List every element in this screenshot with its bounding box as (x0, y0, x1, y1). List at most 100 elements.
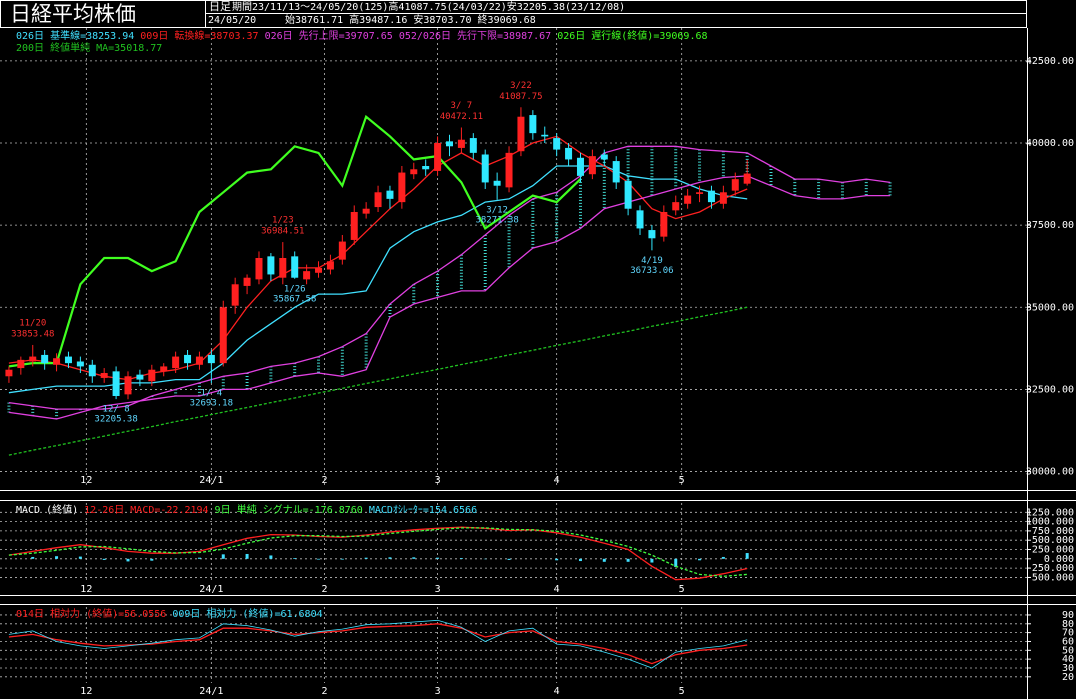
oscillator-bar (55, 556, 59, 559)
candle-body (517, 116, 525, 152)
series-line (8, 165, 748, 394)
annotation-value: 41087.75 (499, 92, 542, 102)
y-tick-label: 30000.00 (1026, 467, 1074, 478)
y-tick-label: 250.000 (1032, 545, 1074, 556)
annotation-value: 35867.58 (273, 294, 316, 304)
annotation-value: 40472.11 (440, 112, 483, 122)
legend-entry: 009日 相対力 (終値)=61.6804 (172, 607, 322, 620)
candle-body (541, 134, 549, 137)
x-tick-label: 2 (321, 686, 327, 697)
candle-body (112, 371, 120, 396)
legend-entry: 12-26日 MACD=-22.2194 (84, 505, 208, 516)
oscillator-bar (317, 558, 321, 560)
legend-entry: 009日 転換線=38703.37 (140, 29, 258, 42)
y-tick-label: 1000.000 (1026, 517, 1074, 528)
oscillator-bar (698, 558, 702, 561)
y-tick-label: 500.000 (1032, 535, 1074, 546)
candle-body (160, 366, 168, 372)
candle-body (434, 143, 442, 171)
legend-entry: 026日 遅行線(終値)=39069.68 (557, 29, 707, 42)
candle-body (529, 115, 537, 134)
candle-body (148, 369, 156, 382)
candle-body (684, 195, 692, 204)
oscillator-bar (436, 557, 440, 559)
series-line (8, 619, 748, 669)
candle-body (219, 307, 227, 364)
last-ohlc: 始38761.71 高39487.16 安38703.70 終39069.68 (285, 13, 536, 26)
candle-body (350, 212, 358, 240)
oscillator-bar (602, 558, 606, 562)
x-tick-label: 5 (679, 475, 685, 486)
oscillator-bar (745, 553, 749, 559)
oscillator-bar (269, 555, 273, 559)
annotation-value: 32205.38 (94, 415, 137, 425)
candle-body (41, 354, 49, 364)
y-tick-label: 37500.00 (1026, 220, 1074, 231)
oscillator-bar (197, 557, 201, 559)
candle-body (445, 141, 453, 147)
candle-body (636, 210, 644, 229)
oscillator-bar (245, 553, 249, 559)
legend-entry: MACDｵｼﾚｰﾀｰ=154.6566 (369, 504, 477, 516)
candle-body (326, 261, 334, 270)
candle-body (469, 138, 477, 153)
oscillator-bar (31, 556, 35, 559)
candle-body (303, 271, 311, 280)
candle-body (338, 241, 346, 260)
annotation-value: 36984.51 (261, 227, 304, 237)
y-tick-label: 80 (1062, 619, 1074, 630)
candle-body (505, 152, 513, 188)
candle-body (88, 364, 96, 377)
candle-body (136, 374, 144, 380)
candle-body (64, 356, 72, 364)
annotation-date: 1/23 (272, 216, 294, 226)
y-tick-label: 50 (1062, 645, 1074, 656)
oscillator-bar (721, 556, 725, 559)
x-tick-label: 3 (435, 584, 441, 595)
y-tick-label: 60 (1062, 636, 1074, 647)
oscillator-bar (78, 556, 82, 559)
candle-body (457, 139, 465, 148)
annotation-value: 38271.38 (475, 215, 518, 225)
candle-body (600, 154, 608, 160)
candle-body (362, 208, 370, 214)
candle-body (410, 169, 418, 175)
x-tick-label: 3 (435, 475, 441, 486)
series-line (8, 175, 891, 420)
series-line (8, 114, 582, 368)
x-tick-label: 4 (554, 686, 560, 697)
annotation-date: 12/ 8 (103, 405, 130, 415)
candle-body (76, 361, 84, 367)
y-tick-label: 0.000 (1044, 554, 1074, 565)
annotation-value: 36733.06 (630, 266, 673, 276)
x-tick-label: 5 (679, 686, 685, 697)
y-tick-label: 90 (1062, 610, 1074, 621)
oscillator-bar (150, 558, 154, 561)
candle-body (743, 173, 751, 184)
candle-body (291, 256, 299, 278)
legend-entry: 200日 終値単純 MA=35018.77 (16, 41, 162, 54)
y-tick-label: 1250.000 (1026, 507, 1074, 518)
annotation-date: 3/22 (510, 81, 532, 91)
y-tick-label: 42500.00 (1026, 56, 1074, 67)
oscillator-bar (578, 558, 582, 562)
candle-body (17, 359, 25, 369)
candle-body (565, 147, 573, 160)
candle-body (707, 190, 715, 203)
candle-body (267, 256, 275, 275)
legend-entry: 026日 基準線=38253.94 (16, 29, 134, 42)
annotation-date: 1/ 4 (201, 389, 223, 399)
candle-body (576, 157, 584, 176)
oscillator-bar (221, 554, 225, 559)
candle-body (422, 166, 430, 170)
candle-body (243, 277, 251, 286)
x-tick-label: 2 (321, 584, 327, 595)
candle-body (100, 373, 108, 378)
y-tick-label: 20 (1062, 672, 1074, 683)
x-tick-label: 24/1 (199, 686, 223, 697)
candle-body (696, 192, 704, 194)
candle-body (207, 354, 215, 364)
oscillator-bar (126, 558, 130, 562)
candle-body (648, 230, 656, 239)
candle-body (231, 284, 239, 306)
